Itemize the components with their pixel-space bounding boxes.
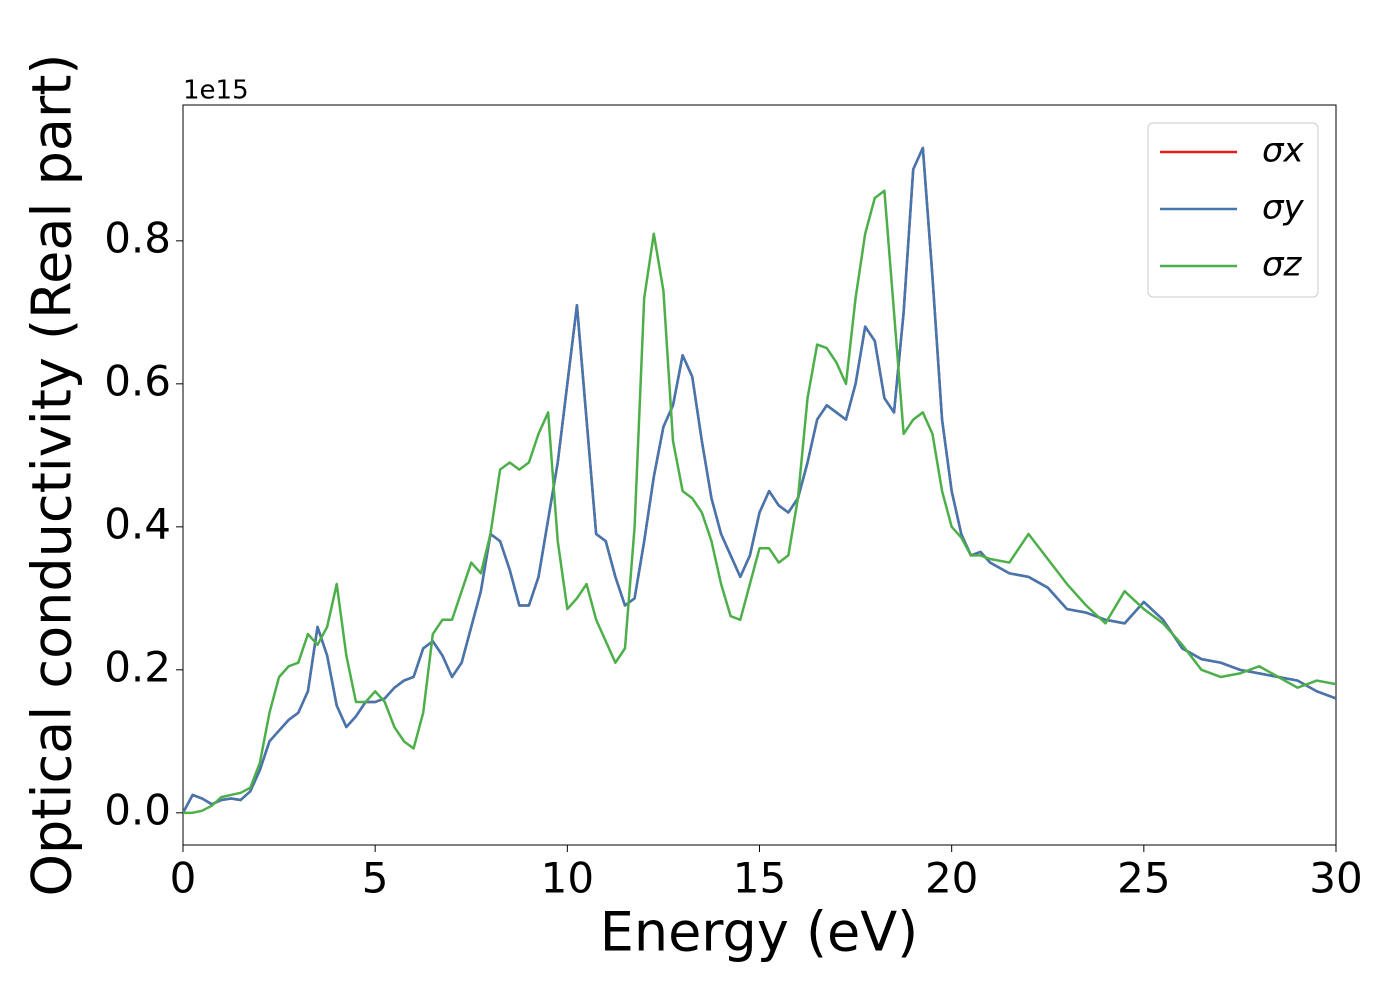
x-tick-label: 25 — [1117, 854, 1170, 903]
series-line — [183, 189, 1336, 815]
legend: σx σy σz — [1147, 122, 1319, 298]
y-tick-label: 0.8 — [104, 213, 171, 262]
x-tick-label: 20 — [925, 854, 978, 903]
x-tick-label: 5 — [362, 854, 389, 903]
x-tick-label: 30 — [1309, 854, 1362, 903]
legend-label: σz — [1262, 245, 1303, 285]
y-axis-label: Optical conductivity (Real part) — [21, 54, 84, 897]
legend-label: σx — [1262, 131, 1305, 171]
y-tick-label: 0.6 — [104, 356, 171, 405]
y-tick-label: 0.0 — [104, 785, 171, 834]
series-line — [183, 146, 1336, 814]
plot-lines — [183, 146, 1336, 815]
legend-label: σy — [1262, 188, 1305, 228]
x-tick-label: 10 — [541, 854, 594, 903]
offset-label: 1e15 — [183, 76, 249, 106]
x-tick-label: 15 — [733, 854, 786, 903]
y-tick-label: 0.4 — [104, 499, 171, 548]
y-tick-label: 0.2 — [104, 642, 171, 691]
x-axis-label: Energy (eV) — [600, 901, 919, 964]
x-tick-label: 0 — [170, 854, 197, 903]
